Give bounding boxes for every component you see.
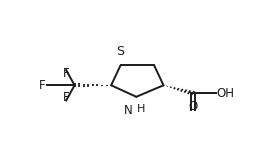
Text: O: O: [188, 100, 197, 113]
Text: OH: OH: [217, 87, 235, 100]
Text: N: N: [124, 104, 133, 117]
Text: H: H: [137, 104, 146, 114]
Text: F: F: [63, 67, 69, 80]
Text: F: F: [63, 91, 69, 103]
Text: F: F: [39, 79, 45, 92]
Text: S: S: [117, 46, 124, 58]
